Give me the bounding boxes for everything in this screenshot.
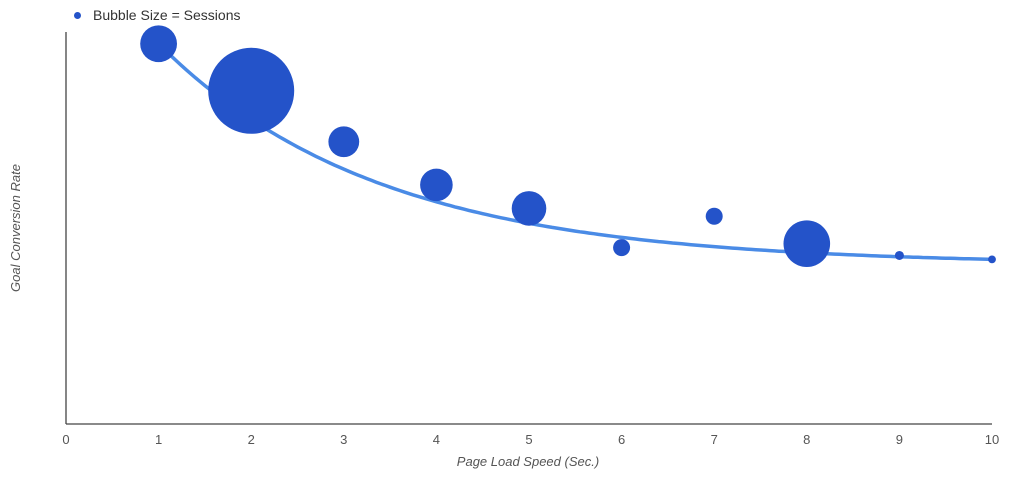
x-tick-label: 7 [711,432,718,447]
x-tick-label: 8 [803,432,810,447]
x-axis-title: Page Load Speed (Sec.) [457,454,599,469]
x-tick-label: 9 [896,432,903,447]
bubble-point[interactable] [328,126,360,158]
x-tick-label: 5 [525,432,532,447]
x-tick-label: 3 [340,432,347,447]
x-tick-label: 4 [433,432,440,447]
bubble-point[interactable] [705,207,723,225]
bubble-point[interactable] [894,250,904,260]
bubbles-group [140,25,996,267]
x-tick-label: 0 [62,432,69,447]
bubble-point[interactable] [783,220,831,267]
x-tick-label: 10 [985,432,999,447]
trendline-group [156,42,994,262]
bubble-point[interactable] [511,191,547,226]
x-tick-label: 6 [618,432,625,447]
x-tick-labels: 0 1 2 3 4 5 6 7 8 9 10 [62,432,999,447]
bubble-point[interactable] [208,47,295,134]
y-axis-title: Goal Conversion Rate [8,164,23,292]
bubble-point[interactable] [420,168,453,202]
trendline [156,42,994,262]
legend-marker [74,11,81,19]
bubble-point[interactable] [988,255,996,264]
legend: Bubble Size = Sessions [74,7,240,23]
bubble-point[interactable] [613,239,631,257]
x-tick-label: 2 [248,432,255,447]
legend-label: Bubble Size = Sessions [93,7,241,23]
x-tick-label: 1 [155,432,162,447]
bubble-point[interactable] [140,25,178,63]
